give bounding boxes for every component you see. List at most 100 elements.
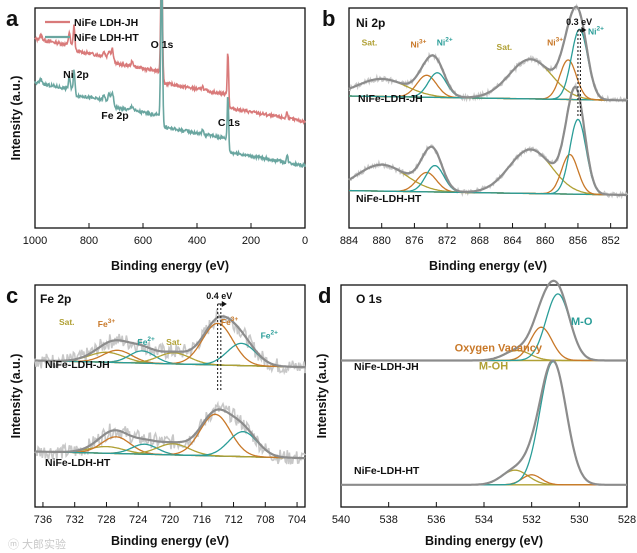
panel-c-fe2p: c Fe 2p Intensity (a.u.) Binding energy … bbox=[6, 283, 306, 548]
x-tick-label: 0 bbox=[302, 235, 308, 247]
survey-series-0 bbox=[34, 0, 306, 126]
peak-annotation: Ni3+ bbox=[411, 39, 427, 50]
panel-title: Fe 2p bbox=[40, 292, 71, 306]
shift-label: 0.4 eV bbox=[206, 291, 232, 301]
peak-label-c1s: C 1s bbox=[218, 117, 240, 129]
x-tick-label: 736 bbox=[34, 514, 52, 526]
annotation-superscript: 2+ bbox=[445, 36, 453, 43]
panel-b-ni2p: b Ni 2p Binding energy (eV) 884 880 876 872… bbox=[322, 3, 628, 273]
annotation-superscript: 3+ bbox=[419, 39, 427, 46]
x-tick-label: 716 bbox=[193, 514, 211, 526]
plot-frame bbox=[348, 7, 628, 229]
x-tick-label: 400 bbox=[188, 235, 206, 247]
x-tick-label: 720 bbox=[161, 514, 179, 526]
fit-component-1-4 bbox=[349, 153, 627, 196]
x-tick-label: 200 bbox=[242, 235, 260, 247]
peak-annotation: Sat. bbox=[497, 42, 513, 52]
peak-annotation: Fe2+ bbox=[261, 329, 279, 340]
x-tick-label: 538 bbox=[379, 514, 397, 526]
peak-annotation: Oxygen Vacancy bbox=[455, 343, 543, 355]
panel-letter: d bbox=[318, 283, 331, 308]
legend-entry-ht: NiFe LDH-HT bbox=[74, 32, 139, 44]
x-axis-label: Binding energy (eV) bbox=[425, 534, 543, 548]
peak-annotation: Fe2+ bbox=[138, 336, 156, 347]
sample-label-jh: NiFe-LDH-JH bbox=[358, 93, 423, 105]
annotation-superscript: 2+ bbox=[271, 329, 279, 336]
x-tick-label: 712 bbox=[224, 514, 242, 526]
peak-label-fe2p: Fe 2p bbox=[101, 110, 128, 122]
peak-annotation: Ni2+ bbox=[588, 25, 604, 36]
peak-annotations: M-O Oxygen Vacancy M-OH bbox=[455, 316, 593, 372]
sample-label-jh: NiFe-LDH-JH bbox=[354, 361, 419, 373]
peak-annotation: Fe3+ bbox=[98, 318, 116, 329]
panel-letter: a bbox=[6, 6, 19, 31]
peak-annotation: Ni3+ bbox=[547, 36, 563, 47]
survey-curves bbox=[34, 0, 306, 169]
x-tick-label: 600 bbox=[134, 235, 152, 247]
fit-envelope-0 bbox=[348, 5, 627, 102]
fit-envelope-1 bbox=[341, 359, 627, 486]
shift-arrow-head bbox=[221, 301, 227, 307]
shift-label: 0.3 eV bbox=[566, 17, 592, 27]
fit-component-1-5 bbox=[349, 118, 627, 196]
x-tick-label: 884 bbox=[340, 235, 358, 247]
panel-d-o1s: d O 1s Intensity (a.u.) Binding energy (… bbox=[315, 279, 636, 548]
fit-envelope-0 bbox=[35, 315, 305, 369]
plot-frame bbox=[34, 7, 306, 229]
panel-letter: c bbox=[6, 283, 18, 308]
x-ticks: 736 732 728 724 720 716 712 708 704 bbox=[34, 502, 306, 526]
x-axis-label: Binding energy (eV) bbox=[111, 259, 229, 273]
x-tick-label: 872 bbox=[438, 235, 456, 247]
fit-curves bbox=[341, 279, 627, 486]
sample-label-jh: NiFe-LDH-JH bbox=[45, 359, 110, 371]
watermark: ⓜ 大郎实验 bbox=[8, 537, 66, 551]
peak-annotation: Sat. bbox=[166, 337, 182, 347]
panel-title: Ni 2p bbox=[356, 16, 385, 30]
x-tick-label: 880 bbox=[373, 235, 391, 247]
y-axis-label: Intensity (a.u.) bbox=[315, 354, 329, 439]
peak-shift-marker: 0.3 eV bbox=[566, 17, 592, 118]
peak-annotations: Sat. Ni3+ Ni2+ Sat. Ni3+ Ni2+ bbox=[362, 25, 604, 51]
peak-annotation: Sat. bbox=[362, 37, 378, 47]
sample-label-ht: NiFe-LDH-HT bbox=[354, 465, 420, 477]
x-tick-label: 856 bbox=[569, 235, 587, 247]
x-ticks: 540 538 536 534 532 530 528 bbox=[332, 502, 636, 526]
peak-annotation: M-O bbox=[571, 316, 593, 328]
annotation-superscript: 2+ bbox=[596, 25, 604, 32]
x-tick-label: 724 bbox=[129, 514, 147, 526]
legend: NiFe LDH-JH NiFe LDH-HT bbox=[45, 17, 139, 44]
survey-series-1 bbox=[34, 0, 306, 169]
x-tick-label: 728 bbox=[97, 514, 115, 526]
x-tick-label: 732 bbox=[66, 514, 84, 526]
fit-envelope-0 bbox=[341, 279, 627, 362]
x-tick-label: 528 bbox=[618, 514, 636, 526]
x-tick-label: 708 bbox=[256, 514, 274, 526]
annotation-superscript: 3+ bbox=[231, 316, 239, 323]
x-tick-label: 860 bbox=[536, 235, 554, 247]
x-tick-label: 852 bbox=[601, 235, 619, 247]
shift-arrow-head bbox=[581, 27, 587, 33]
x-tick-label: 530 bbox=[570, 514, 588, 526]
peak-annotation: Sat. bbox=[59, 317, 75, 327]
x-tick-label: 800 bbox=[80, 235, 98, 247]
peak-annotation: M-OH bbox=[479, 360, 508, 372]
annotation-superscript: 3+ bbox=[108, 318, 116, 325]
x-tick-label: 864 bbox=[503, 235, 521, 247]
x-ticks: 884 880 876 872 868 864 860 856 852 bbox=[340, 223, 620, 247]
peak-annotation: Fe3+ bbox=[221, 316, 239, 327]
peak-annotation: Ni2+ bbox=[437, 36, 453, 47]
annotation-superscript: 3+ bbox=[556, 36, 564, 43]
y-axis-label: Intensity (a.u.) bbox=[9, 354, 23, 439]
x-axis-label: Binding energy (eV) bbox=[111, 534, 229, 548]
annotation-superscript: 2+ bbox=[147, 336, 155, 343]
peak-label-ni2p: Ni 2p bbox=[63, 69, 89, 81]
x-tick-label: 1000 bbox=[23, 235, 47, 247]
fit-curves bbox=[34, 308, 306, 465]
x-tick-label: 704 bbox=[288, 514, 306, 526]
peak-shift-marker: 0.4 eV bbox=[206, 291, 232, 392]
y-axis-label: Intensity (a.u.) bbox=[9, 76, 23, 161]
panel-a-survey: a Intensity (a.u.) Binding energy (eV) 1… bbox=[6, 0, 308, 273]
x-tick-label: 536 bbox=[427, 514, 445, 526]
fit-envelope-1 bbox=[35, 408, 306, 460]
